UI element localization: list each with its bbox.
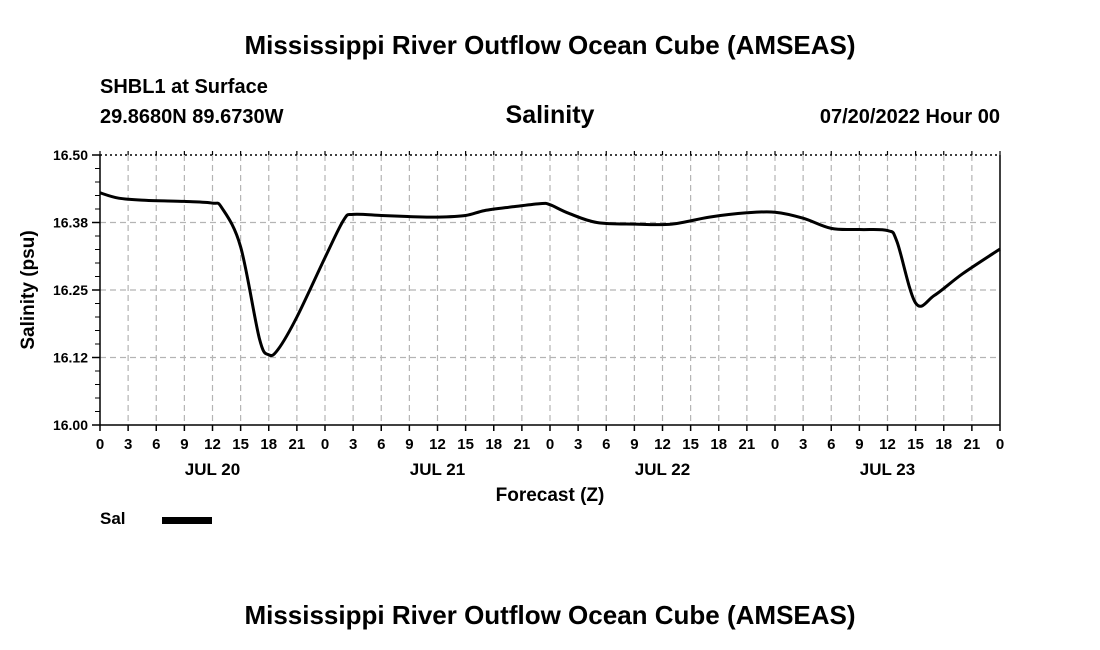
x-axis-title: Forecast (Z): [496, 485, 605, 506]
station-label: SHBL1 at Surface: [100, 76, 268, 98]
x-tick-label: 18: [710, 436, 727, 453]
legend-line-swatch: [162, 517, 212, 524]
salinity-series-line: [99, 191, 1001, 358]
station-coordinates: 29.8680N 89.6730W: [100, 106, 284, 128]
x-tick-label: 0: [996, 436, 1004, 453]
chart-title: Mississippi River Outflow Ocean Cube (AM…: [244, 30, 856, 60]
x-tick-label: 6: [377, 436, 385, 453]
x-tick-label: 15: [232, 436, 249, 453]
x-tick-label: 18: [260, 436, 277, 453]
x-tick-label: 15: [457, 436, 474, 453]
legend-label: Sal: [100, 509, 126, 528]
y-tick-label: 16.38: [53, 215, 88, 231]
x-tick-label: 0: [771, 436, 779, 453]
x-day-label: JUL 23: [860, 460, 915, 479]
x-tick-label: 21: [739, 436, 756, 453]
x-tick-label: 9: [855, 436, 863, 453]
y-tick-label: 16.50: [53, 147, 88, 163]
x-tick-label: 12: [429, 436, 446, 453]
x-tick-label: 15: [682, 436, 699, 453]
parameter-title: Salinity: [505, 101, 595, 129]
forecast-run-time: 07/20/2022 Hour 00: [819, 106, 1000, 128]
x-tick-label: 3: [574, 436, 582, 453]
x-tick-label: 0: [321, 436, 329, 453]
y-tick-label: 16.25: [53, 282, 88, 298]
x-tick-label: 18: [485, 436, 502, 453]
x-tick-label: 9: [180, 436, 188, 453]
x-tick-label: 6: [602, 436, 610, 453]
x-tick-label: 21: [289, 436, 306, 453]
y-axis-title: Salinity (psu): [18, 230, 39, 349]
x-tick-label: 12: [204, 436, 221, 453]
x-tick-label: 21: [514, 436, 531, 453]
x-tick-label: 9: [405, 436, 413, 453]
x-tick-label: 9: [630, 436, 638, 453]
x-tick-label: 6: [152, 436, 160, 453]
x-tick-label: 3: [799, 436, 807, 453]
x-day-label: JUL 22: [635, 460, 690, 479]
x-tick-label: 12: [879, 436, 896, 453]
x-tick-label: 18: [935, 436, 952, 453]
x-tick-label: 12: [654, 436, 671, 453]
y-tick-label: 16.12: [53, 350, 88, 366]
x-tick-label: 0: [546, 436, 554, 453]
x-day-label: JUL 21: [410, 460, 465, 479]
x-day-label: JUL 20: [185, 460, 240, 479]
y-tick-label: 16.00: [53, 417, 88, 433]
x-tick-label: 15: [907, 436, 924, 453]
x-tick-label: 21: [964, 436, 981, 453]
x-tick-label: 3: [349, 436, 357, 453]
footer-title: Mississippi River Outflow Ocean Cube (AM…: [244, 600, 856, 630]
x-tick-label: 6: [827, 436, 835, 453]
x-tick-label: 0: [96, 436, 104, 453]
x-tick-label: 3: [124, 436, 132, 453]
